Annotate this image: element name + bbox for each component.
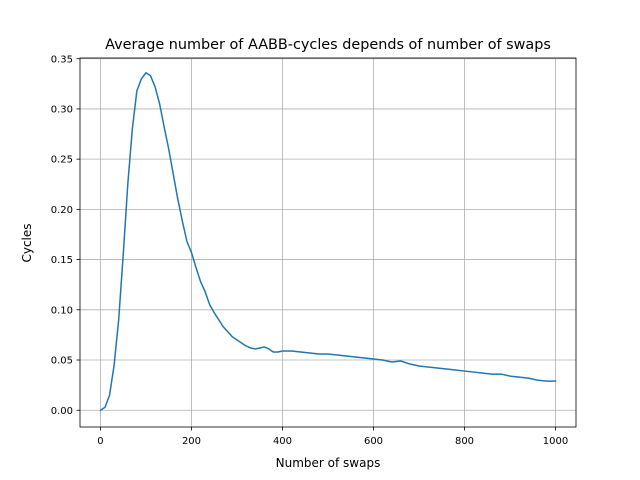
x-gridlines — [100, 58, 556, 427]
y-gridlines — [80, 58, 576, 411]
series-line — [99, 72, 557, 412]
y-axis-ticks: 0.00 0.05 0.10 0.15 0.20 0.25 0.30 0.35 — [51, 54, 80, 417]
chart-title: Average number of AABB-cycles depends of… — [105, 37, 551, 53]
x-axis-ticks: 0 200 400 600 800 1000 — [97, 427, 568, 447]
x-tick-label: 600 — [364, 436, 383, 447]
x-tick-label: 800 — [455, 436, 474, 447]
y-tick-label: 0.20 — [51, 205, 73, 216]
x-axis-label: Number of swaps — [276, 456, 381, 470]
x-tick-label: 200 — [182, 436, 201, 447]
y-axis-label: Cycles — [20, 223, 34, 262]
x-tick-label: 0 — [97, 436, 103, 447]
y-tick-label: 0.10 — [51, 305, 73, 316]
y-tick-label: 0.25 — [51, 155, 73, 166]
y-tick-label: 0.30 — [51, 105, 73, 116]
y-tick-label: 0.00 — [51, 406, 73, 417]
x-tick-label: 1000 — [543, 436, 568, 447]
x-tick-label: 400 — [273, 436, 292, 447]
axes-frame — [79, 57, 577, 428]
y-tick-label: 0.15 — [51, 255, 73, 266]
y-tick-label: 0.35 — [51, 54, 73, 65]
y-tick-label: 0.05 — [51, 356, 73, 367]
